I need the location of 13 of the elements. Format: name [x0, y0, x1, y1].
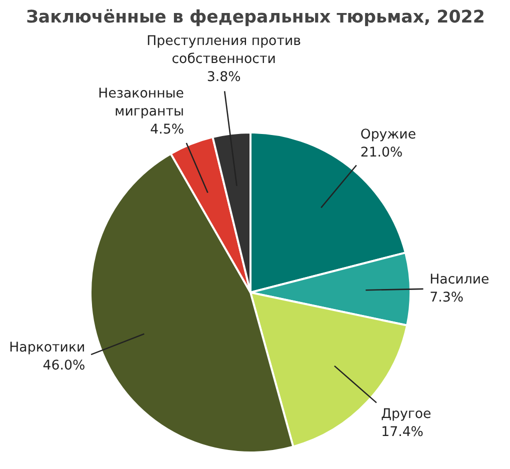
- data-label: 3.8%: [206, 70, 241, 86]
- slice-label: Другое: [381, 406, 432, 422]
- chart-title: Заключённые в федеральных тюрьмах, 2022: [26, 8, 485, 28]
- data-label: 17.4%: [381, 424, 424, 440]
- data-label: 21.0%: [360, 146, 403, 161]
- slice-label: Преступления против собственности: [146, 34, 302, 68]
- slice-label: Оружие: [360, 128, 416, 143]
- data-label: 7.3%: [430, 290, 464, 306]
- data-label: 4.5%: [150, 122, 184, 138]
- data-label: 46.0%: [42, 358, 86, 374]
- slice-label: Насилие: [430, 272, 490, 288]
- slice-label: Наркотики: [9, 340, 86, 356]
- slice-label: Незаконные мигранты: [98, 86, 184, 120]
